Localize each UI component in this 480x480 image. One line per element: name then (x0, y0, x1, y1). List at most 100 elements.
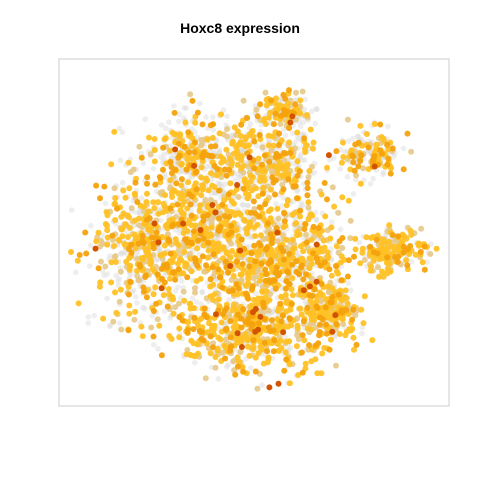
data-point (169, 223, 175, 230)
data-point (227, 180, 234, 187)
data-point (215, 334, 222, 341)
data-point (116, 237, 123, 244)
data-point (114, 205, 120, 212)
data-point (191, 285, 198, 292)
data-point (185, 179, 192, 186)
data-point (227, 263, 234, 269)
data-point (164, 264, 171, 271)
data-point (167, 205, 174, 212)
data-point (341, 256, 348, 263)
data-point (155, 239, 162, 246)
data-point (377, 121, 384, 128)
data-point (386, 222, 393, 229)
data-point (75, 300, 82, 307)
data-point (264, 220, 271, 227)
data-point (202, 375, 209, 382)
data-point (134, 251, 141, 258)
data-point (268, 147, 275, 154)
data-point (265, 251, 272, 258)
data-point (177, 256, 183, 263)
data-point (335, 291, 342, 298)
data-point (153, 229, 160, 236)
data-point (390, 154, 397, 160)
data-point (112, 253, 119, 260)
data-point (152, 181, 159, 188)
data-point (303, 271, 309, 278)
data-point (150, 245, 157, 252)
data-point (223, 336, 230, 343)
data-point (286, 380, 293, 387)
data-point (277, 244, 284, 251)
data-point (303, 231, 309, 238)
data-point (260, 117, 267, 124)
data-point (164, 303, 171, 310)
data-point (389, 232, 396, 239)
data-point (110, 318, 117, 325)
data-point (259, 288, 266, 295)
data-point (371, 163, 378, 170)
data-point (150, 240, 157, 247)
data-point (368, 263, 374, 270)
data-point (376, 273, 383, 280)
data-point (404, 130, 411, 137)
data-point (150, 308, 157, 314)
data-point (311, 286, 318, 293)
data-point (112, 259, 119, 265)
data-point (213, 311, 219, 318)
data-point (370, 257, 377, 264)
data-point (275, 142, 282, 149)
data-point (138, 323, 145, 330)
data-point (314, 106, 320, 113)
data-point (150, 166, 157, 172)
data-point (340, 139, 346, 146)
data-point (357, 158, 364, 164)
data-point (125, 284, 132, 290)
data-point (267, 231, 274, 238)
data-point (140, 284, 147, 291)
data-point (284, 197, 291, 204)
data-point (197, 275, 204, 282)
data-point (252, 368, 259, 375)
data-point (93, 238, 100, 245)
data-point (176, 230, 183, 236)
data-point (189, 97, 196, 104)
data-point (353, 341, 360, 348)
data-point (224, 113, 230, 120)
data-point (194, 262, 201, 269)
data-point (141, 203, 147, 210)
data-point (359, 324, 366, 331)
data-point (375, 264, 381, 271)
data-point (287, 119, 294, 126)
data-point (249, 321, 256, 328)
data-point (319, 292, 326, 299)
data-point (133, 294, 139, 300)
data-point (278, 96, 284, 102)
data-point (150, 291, 157, 298)
data-point (256, 132, 263, 139)
data-point (247, 257, 254, 264)
data-point (317, 262, 324, 269)
data-point (277, 337, 284, 344)
data-point (225, 361, 231, 368)
data-point (133, 235, 139, 242)
data-point (272, 106, 279, 113)
data-point (145, 208, 152, 215)
data-point (294, 158, 301, 165)
data-point (216, 147, 223, 153)
data-point (298, 349, 305, 356)
data-point (152, 284, 159, 291)
data-point (238, 236, 245, 243)
data-point (181, 105, 188, 111)
data-point (433, 245, 440, 252)
data-point (270, 142, 277, 149)
data-point (209, 202, 216, 208)
data-point (355, 133, 362, 140)
data-point (195, 237, 202, 244)
data-point (125, 234, 132, 240)
data-point (231, 367, 238, 374)
data-point (247, 120, 254, 127)
data-point (245, 315, 252, 322)
data-point (344, 273, 351, 280)
data-point (352, 246, 359, 253)
data-point (345, 197, 352, 204)
